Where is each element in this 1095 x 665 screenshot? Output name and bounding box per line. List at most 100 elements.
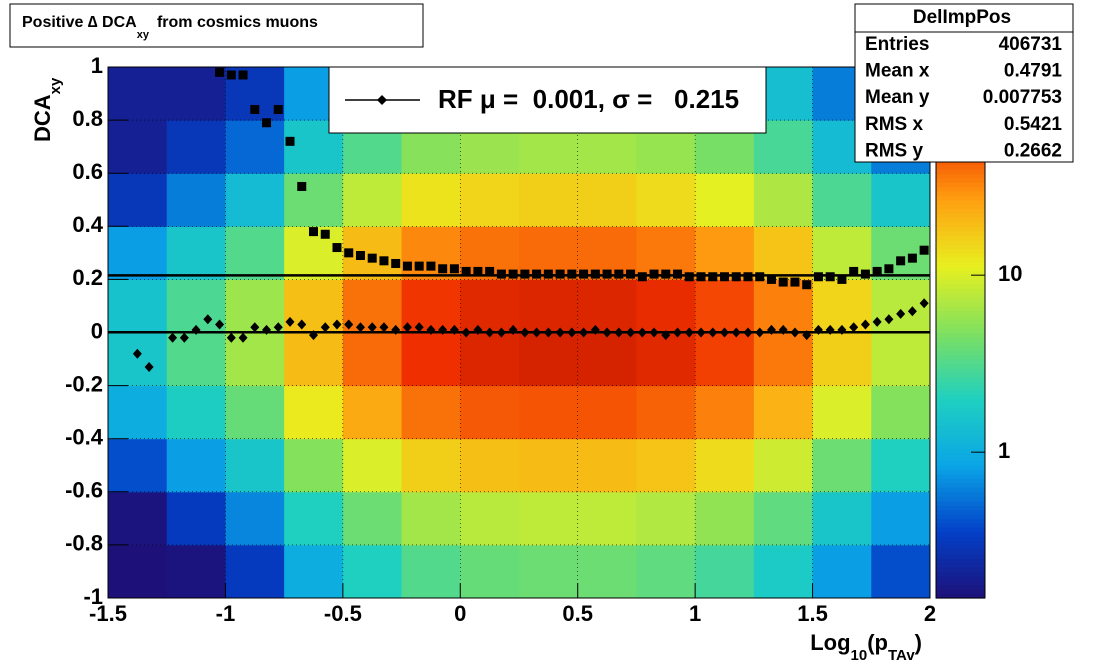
heat-cell: [460, 385, 520, 440]
colorbar-step: [936, 589, 985, 595]
diamond-marker: [132, 348, 142, 359]
square-marker: [344, 248, 354, 258]
square-marker: [825, 272, 835, 282]
colorbar-step: [936, 447, 985, 453]
colorbar-step: [936, 208, 985, 214]
z-tick-label: 1: [998, 438, 1010, 463]
colorbar-step: [936, 248, 985, 254]
heat-cell: [519, 491, 579, 546]
y-tick-label: 0.6: [72, 159, 103, 184]
diamond-marker: [626, 327, 636, 338]
heat-cell: [871, 544, 931, 599]
x-tick-label: -1.5: [89, 601, 127, 626]
square-marker: [778, 277, 788, 287]
diamond-marker: [649, 327, 659, 338]
heat-cell: [108, 226, 168, 280]
heat-cell: [166, 491, 226, 546]
heat-cell: [108, 491, 168, 546]
diamond-marker: [496, 327, 506, 338]
square-marker: [414, 261, 424, 271]
heat-cell: [753, 544, 814, 599]
diamond-marker: [402, 322, 412, 333]
heat-cell: [519, 544, 579, 599]
square-marker: [567, 269, 577, 279]
heat-cell: [753, 332, 814, 387]
stats-label: Entries: [865, 34, 929, 55]
colorbar-step: [936, 509, 985, 515]
square-marker: [919, 245, 929, 255]
y-axis-label: DCAxy: [30, 77, 64, 142]
square-marker: [860, 269, 870, 279]
heat-cell: [753, 385, 814, 440]
y-tick-label: -0.4: [65, 425, 104, 450]
heat-cell: [812, 438, 872, 493]
colorbar-step: [936, 186, 985, 192]
square-marker: [673, 269, 683, 279]
xlabel-main: Log: [810, 630, 850, 655]
diamond-marker: [696, 327, 706, 338]
heat-cell: [695, 226, 755, 280]
colorbar-step: [936, 434, 985, 440]
colorbar-step: [936, 536, 985, 542]
heat-cell: [342, 438, 403, 493]
diamond-marker: [438, 324, 448, 335]
diamond-marker: [802, 330, 812, 341]
heat-cell: [460, 491, 520, 546]
colorbar-step: [936, 288, 985, 294]
heat-cell: [108, 332, 168, 387]
heat-cell: [225, 385, 285, 440]
heat-cell: [812, 544, 872, 599]
colorbar-step: [936, 235, 985, 241]
heat-cell: [577, 332, 637, 387]
diamond-marker: [778, 324, 788, 335]
heat-cell: [401, 173, 461, 227]
diamond-marker: [414, 322, 424, 333]
heat-cell: [519, 279, 579, 333]
colorbar-step: [936, 336, 985, 342]
heat-cell: [108, 544, 168, 599]
heat-cell: [225, 226, 285, 280]
square-marker: [708, 272, 718, 282]
x-axis-label: Log10(pTAv): [810, 630, 922, 664]
chart-title: Positive ∆ DCAxy from cosmics muons: [22, 14, 318, 41]
square-marker: [496, 269, 506, 279]
colorbar-step: [936, 394, 985, 400]
colorbar-step: [936, 496, 985, 502]
colorbar-step: [936, 571, 985, 577]
stats-label: RMS y: [865, 140, 924, 161]
square-marker: [555, 269, 565, 279]
heat-cell: [401, 438, 461, 493]
stats-value: 406731: [999, 34, 1063, 55]
colorbar-step: [936, 297, 985, 303]
diamond-marker: [191, 324, 201, 335]
colorbar-step: [936, 168, 985, 174]
diamond-marker: [332, 319, 342, 330]
colorbar-step: [936, 376, 985, 382]
heat-cell: [401, 491, 461, 546]
colorbar-step: [936, 332, 985, 338]
colorbar-step: [936, 173, 985, 179]
colorbar-step: [936, 252, 985, 258]
diamond-marker: [461, 327, 471, 338]
heat-cell: [812, 173, 872, 227]
square-marker: [391, 258, 401, 268]
title-sub: xy: [137, 29, 150, 41]
diamond-marker: [144, 362, 154, 373]
diamond-marker: [273, 322, 283, 333]
heat-cell: [753, 438, 814, 493]
diamond-marker: [884, 314, 894, 325]
heat-cell: [166, 438, 226, 493]
heat-cell: [108, 279, 168, 333]
square-marker: [731, 272, 741, 282]
heat-cell: [460, 438, 520, 493]
diamond-marker: [602, 327, 612, 338]
colorbar-step: [936, 283, 985, 289]
colorbar-step: [936, 460, 985, 466]
axes: -1.5 -1 -0.5 0 0.5 1 1.5 2-1-0.8-0.6-0.4-0.200.…: [65, 53, 936, 626]
heat-cell: [108, 385, 168, 440]
colorbar-step: [936, 363, 985, 369]
colorbar-step: [936, 416, 985, 422]
colorbar-step: [936, 584, 985, 590]
square-marker: [520, 269, 530, 279]
heat-cell: [460, 332, 520, 387]
